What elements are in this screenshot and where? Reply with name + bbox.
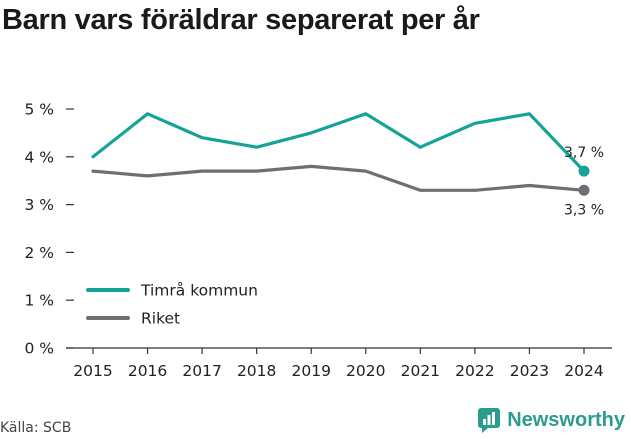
end-value-label: 3,7 % [564,145,604,161]
y-tick-label: 4 % [24,148,54,166]
x-tick-label: 2015 [73,362,112,380]
series-layer: 3,7 % 3,3 % [91,112,604,218]
legend: Timrå kommun Riket [86,282,258,328]
end-point-marker [578,165,590,177]
x-tick-label: 2021 [401,362,440,380]
newsworthy-logo-icon [478,408,501,433]
legend-label: Timrå kommun [140,282,258,300]
y-tick-label: 3 % [24,196,54,214]
x-axis: 2015 2016 2017 2018 2019 2020 2021 2022 2023 2024 [66,347,612,380]
x-tick-label: 2016 [128,362,167,380]
series-line-riket [91,164,586,192]
x-tick-label: 2024 [564,362,603,380]
legend-label: Riket [141,310,180,328]
series-line-timra [91,112,586,173]
y-tick-label: 1 % [24,292,54,310]
end-value-label: 3,3 % [564,202,604,218]
source-note: Källa: SCB [0,420,72,436]
x-tick-label: 2017 [182,362,221,380]
y-tick-label: 0 % [24,340,54,358]
x-tick-label: 2019 [291,362,330,380]
x-tick-label: 2022 [455,362,494,380]
brand-name: Newsworthy [507,408,625,431]
y-tick-label: 5 % [24,101,54,119]
x-tick-label: 2018 [237,362,276,380]
y-axis: 0 % 1 % 2 % 3 % 4 % 5 % [24,101,74,358]
end-point-marker [578,184,590,196]
brand-logo[interactable]: Newsworthy [477,407,625,433]
chart-title: Barn vars föräldrar separerat per år [2,4,480,36]
x-tick-label: 2020 [346,362,385,380]
x-tick-label: 2023 [510,362,549,380]
y-tick-label: 2 % [24,244,54,262]
